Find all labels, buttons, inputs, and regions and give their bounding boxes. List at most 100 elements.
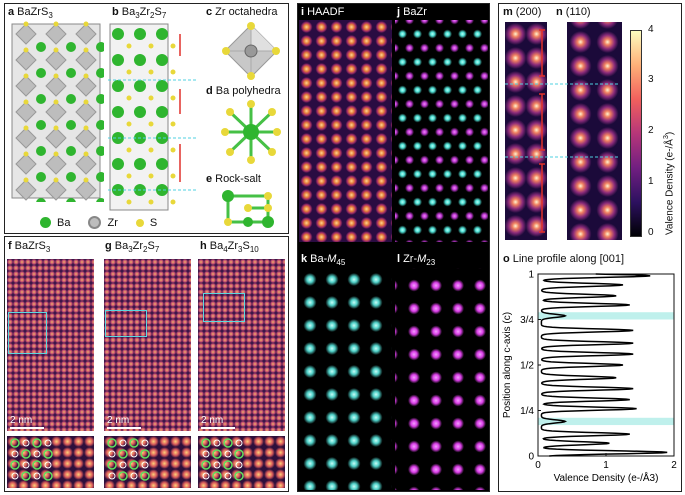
ba-overlay	[140, 449, 150, 459]
ba-atom	[66, 146, 76, 156]
s-atom	[23, 99, 29, 105]
s-atom	[23, 151, 29, 157]
zr-octahedron-icon	[222, 22, 280, 80]
zr-m23-map-l	[395, 268, 488, 490]
s-atom	[23, 47, 29, 53]
zr-overlay	[130, 472, 138, 480]
scalebar-h: 2 nm	[201, 415, 236, 429]
ba-atom	[36, 42, 46, 52]
colorbar-ticks: 4 3 2 1 0	[648, 24, 662, 239]
zr-octahedron	[15, 23, 37, 45]
label-f: f BaZrS3	[8, 240, 51, 255]
ba-overlay	[43, 471, 53, 481]
ba-atom	[96, 198, 104, 202]
ba-atom	[112, 80, 124, 92]
label-l: l Zr-M23	[397, 253, 436, 268]
zr-octahedron	[15, 179, 37, 201]
zr-overlay	[130, 450, 138, 458]
s-atom	[126, 199, 132, 205]
inset-atom-overlay-g	[107, 438, 150, 481]
colorbar-tick: 1	[648, 176, 654, 187]
ba-overlay	[32, 438, 42, 448]
ba-atom	[96, 120, 104, 130]
zr-octahedron	[45, 127, 67, 149]
crystal-structure-b	[108, 23, 198, 211]
s-atom	[126, 69, 132, 75]
zr-octahedron	[15, 101, 37, 123]
ba-atom	[156, 28, 168, 40]
s-atom	[83, 47, 89, 53]
plot-frame	[537, 273, 675, 457]
highlight-band	[538, 417, 674, 426]
crystal-structure-a	[11, 21, 104, 202]
zr-octahedron	[75, 101, 97, 123]
zr-overlay	[213, 439, 221, 447]
ba-atom	[112, 54, 124, 66]
s-atom	[170, 121, 176, 127]
ba-atom	[156, 184, 168, 196]
zr-overlay	[22, 461, 30, 469]
ba-polyhedra-icon	[221, 100, 281, 164]
ba-atom	[66, 94, 76, 104]
ba-overlay	[10, 438, 20, 448]
valence-density-map-m	[505, 22, 547, 240]
roi-box-h	[203, 293, 245, 322]
ba-atom	[156, 132, 168, 144]
ba-atom	[96, 172, 104, 182]
s-atom	[83, 21, 89, 27]
profile-line	[540, 273, 668, 457]
zr-overlay	[11, 472, 19, 480]
y-tick-label: 1/4	[520, 406, 534, 417]
colorbar-tick: 4	[648, 24, 654, 35]
zr-octahedron	[15, 127, 37, 149]
s-atom	[170, 147, 176, 153]
label-b: b Ba3Zr2S7	[112, 6, 167, 21]
inset-atom-overlay-f	[10, 438, 53, 481]
s-atom	[170, 199, 176, 205]
ba-atom	[36, 172, 46, 182]
y-tick-label: 1	[528, 270, 534, 281]
s-atom	[170, 69, 176, 75]
s-atom	[53, 73, 59, 79]
zr-octahedron	[75, 49, 97, 71]
s-atom	[53, 177, 59, 183]
zr-overlay	[108, 450, 116, 458]
colorbar-tick: 0	[648, 227, 654, 238]
panel-a-e-frame	[4, 3, 289, 234]
zr-octahedron	[45, 75, 67, 97]
ba-overlay	[234, 449, 244, 459]
rock-salt-icon	[222, 190, 274, 228]
s-atom	[170, 173, 176, 179]
colorbar	[630, 30, 642, 237]
ba-overlay	[43, 449, 53, 459]
zr-overlay	[33, 450, 41, 458]
zr-overlay	[235, 439, 243, 447]
colorbar-tick: 3	[648, 74, 654, 85]
label-m: m (200)	[503, 6, 542, 18]
zr-overlay	[224, 450, 232, 458]
s-atom	[148, 95, 154, 101]
zr-octahedron	[75, 127, 97, 149]
zr-overlay	[119, 461, 127, 469]
ba-overlay	[223, 438, 233, 448]
x-axis-label: Valence Density (e-/Å3)	[554, 471, 659, 484]
s-atom	[170, 95, 176, 101]
s-atom	[23, 21, 29, 27]
s-atom	[170, 43, 176, 49]
zr-overlay	[141, 439, 149, 447]
label-d: d Ba polyhedra	[206, 85, 281, 97]
x-tick-label: 1	[603, 460, 609, 471]
x-tick-label: 2	[671, 460, 677, 471]
ba-atom	[96, 94, 104, 104]
highlight-band	[538, 312, 674, 320]
zr-legend-icon	[88, 216, 102, 229]
ba-atom	[156, 80, 168, 92]
y-tick-label: 0	[528, 452, 534, 463]
zr-octahedron	[45, 101, 67, 123]
label-i: i HAADF	[301, 6, 345, 18]
roi-box-f	[8, 312, 47, 354]
legend-zr-label: Zr	[107, 216, 118, 229]
zr-overlay	[108, 472, 116, 480]
zr-octahedron	[15, 49, 37, 71]
ba-overlay	[201, 460, 211, 470]
